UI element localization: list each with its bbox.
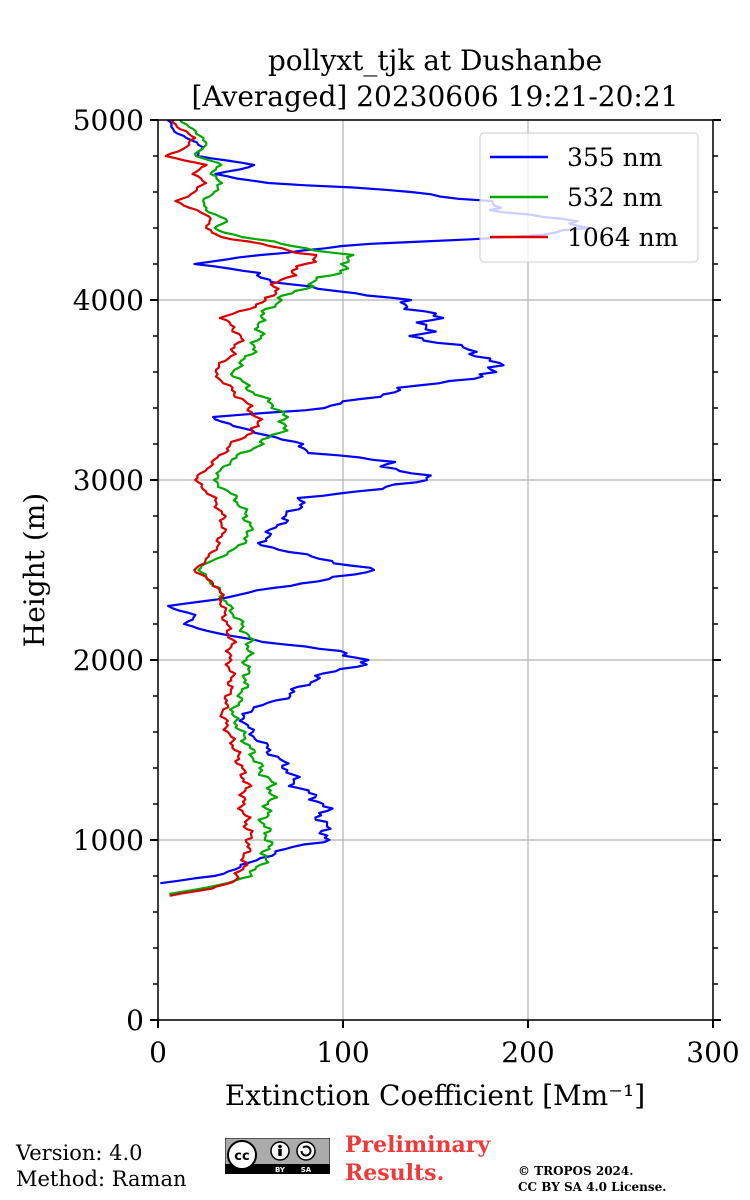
legend-label: 1064 nm (567, 223, 679, 252)
x-tick-label: 300 (686, 1036, 739, 1069)
copyright-line2: CC BY SA 4.0 License. (518, 1180, 667, 1194)
legend-box (479, 132, 699, 263)
sa-icon (296, 1141, 316, 1161)
copyright-line1: © TROPOS 2024. (518, 1164, 634, 1178)
y-tick-label: 3000 (73, 464, 144, 497)
svg-text:cc: cc (234, 1149, 249, 1164)
preliminary-label-line1: Preliminary (345, 1132, 491, 1158)
series-line-1064-nm (164, 120, 318, 897)
y-tick-label: 1000 (73, 824, 144, 857)
y-tick-label: 4000 (73, 284, 144, 317)
badge-sa-label: SA (301, 1166, 312, 1174)
preliminary-label-line2: Results. (345, 1160, 445, 1186)
y-tick-label: 0 (126, 1004, 144, 1037)
y-tick-label: 2000 (73, 644, 144, 677)
y-tick-label: 5000 (73, 104, 144, 137)
chart-title-line2: [Averaged] 20230606 19:21-20:21 (192, 80, 679, 113)
y-axis-label: Height (m) (18, 493, 51, 647)
series-line-532-nm (169, 119, 355, 896)
x-tick-label: 0 (149, 1036, 167, 1069)
cc-icon (227, 1140, 257, 1170)
legend-label: 532 nm (567, 183, 663, 212)
legend: 355 nm 532 nm 1064 nm (479, 132, 699, 263)
series-line-355-nm (160, 119, 590, 885)
cc-license-logo: cc BY SA (225, 1138, 330, 1174)
version-text: Version: 4.0 (16, 1141, 143, 1165)
plot-frame (157, 119, 714, 1021)
series-lines (160, 119, 590, 897)
method-text: Method: Raman (16, 1167, 187, 1191)
x-tick-label: 200 (501, 1036, 554, 1069)
chart-title-line1: pollyxt_tjk at Dushanbe (268, 44, 602, 77)
x-axis-label: Extinction Coefficient [Mm⁻¹] (225, 1079, 645, 1112)
x-tick-label: 100 (316, 1036, 369, 1069)
badge-by-label: BY (275, 1166, 286, 1174)
legend-label: 355 nm (567, 143, 663, 172)
